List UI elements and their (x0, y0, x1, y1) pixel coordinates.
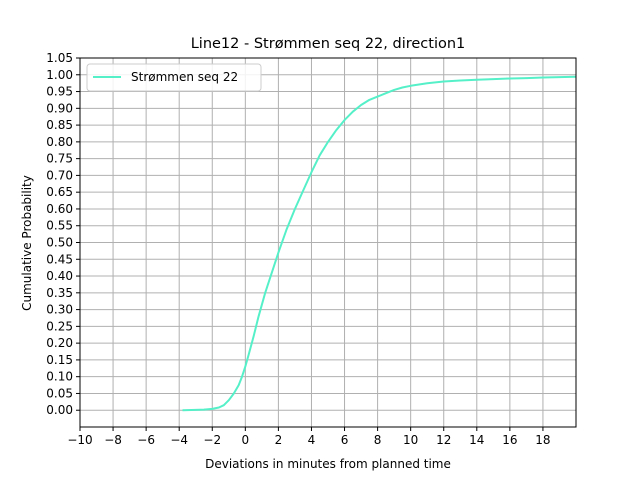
x-tick-label: 2 (275, 433, 283, 447)
grid (79, 57, 576, 427)
x-tick-label: 10 (403, 433, 418, 447)
y-tick-label: 0.75 (46, 152, 73, 166)
x-tick-label: −4 (170, 433, 188, 447)
series-layer (182, 75, 577, 412)
x-tick-label: −6 (137, 433, 155, 447)
y-tick-label: 0.50 (46, 236, 73, 250)
y-tick-label: 1.00 (46, 68, 73, 82)
x-tick-label: 6 (341, 433, 349, 447)
y-axis-ticks: 0.00 0.05 0.10 0.15 0.20 0.25 0.30 0.35 0.40 0.45… (46, 51, 80, 417)
legend-box (86, 63, 262, 92)
y-axis-label: Cumulative Probability (20, 175, 34, 311)
y-tick-label: 0.95 (46, 85, 73, 99)
x-tick-label: −10 (67, 433, 92, 447)
y-tick-label: 1.05 (46, 51, 73, 65)
y-tick-label: 0.15 (46, 353, 73, 367)
x-tick-label: 4 (308, 433, 316, 447)
x-tick-label: 0 (242, 433, 250, 447)
x-tick-label: −8 (104, 433, 122, 447)
y-tick-label: 0.80 (46, 135, 73, 149)
y-tick-label: 0.45 (46, 252, 73, 266)
x-tick-label: 14 (469, 433, 484, 447)
x-tick-label: 18 (535, 433, 550, 447)
y-tick-label: 0.70 (46, 168, 73, 182)
chart-title: Line12 - Strømmen seq 22, direction1 (191, 36, 466, 52)
y-tick-label: 0.25 (46, 319, 73, 333)
x-tick-label: 16 (502, 433, 517, 447)
x-tick-label: −2 (203, 433, 221, 447)
y-tick-label: 0.55 (46, 219, 73, 233)
y-tick-label: 0.35 (46, 286, 73, 300)
y-tick-label: 0.00 (46, 403, 73, 417)
legend: Strømmen seq 22 (86, 63, 262, 92)
y-tick-label: 0.05 (46, 386, 73, 400)
legend-label: Strømmen seq 22 (131, 70, 238, 84)
y-tick-label: 0.85 (46, 118, 73, 132)
y-tick-label: 0.90 (46, 101, 73, 115)
y-tick-label: 0.30 (46, 303, 73, 317)
x-axis-label: Deviations in minutes from planned time (205, 457, 451, 471)
y-tick-label: 0.60 (46, 202, 73, 216)
x-axis-ticks: −10 −8 −6 −4 −2 0 2 4 6 8 10 12 14 16 18 (67, 427, 551, 447)
y-tick-label: 0.40 (46, 269, 73, 283)
y-tick-label: 0.20 (46, 336, 73, 350)
y-tick-label: 0.10 (46, 370, 73, 384)
y-tick-label: 0.65 (46, 185, 73, 199)
x-tick-label: 8 (374, 433, 382, 447)
series-line (182, 75, 577, 412)
x-tick-label: 12 (436, 433, 451, 447)
